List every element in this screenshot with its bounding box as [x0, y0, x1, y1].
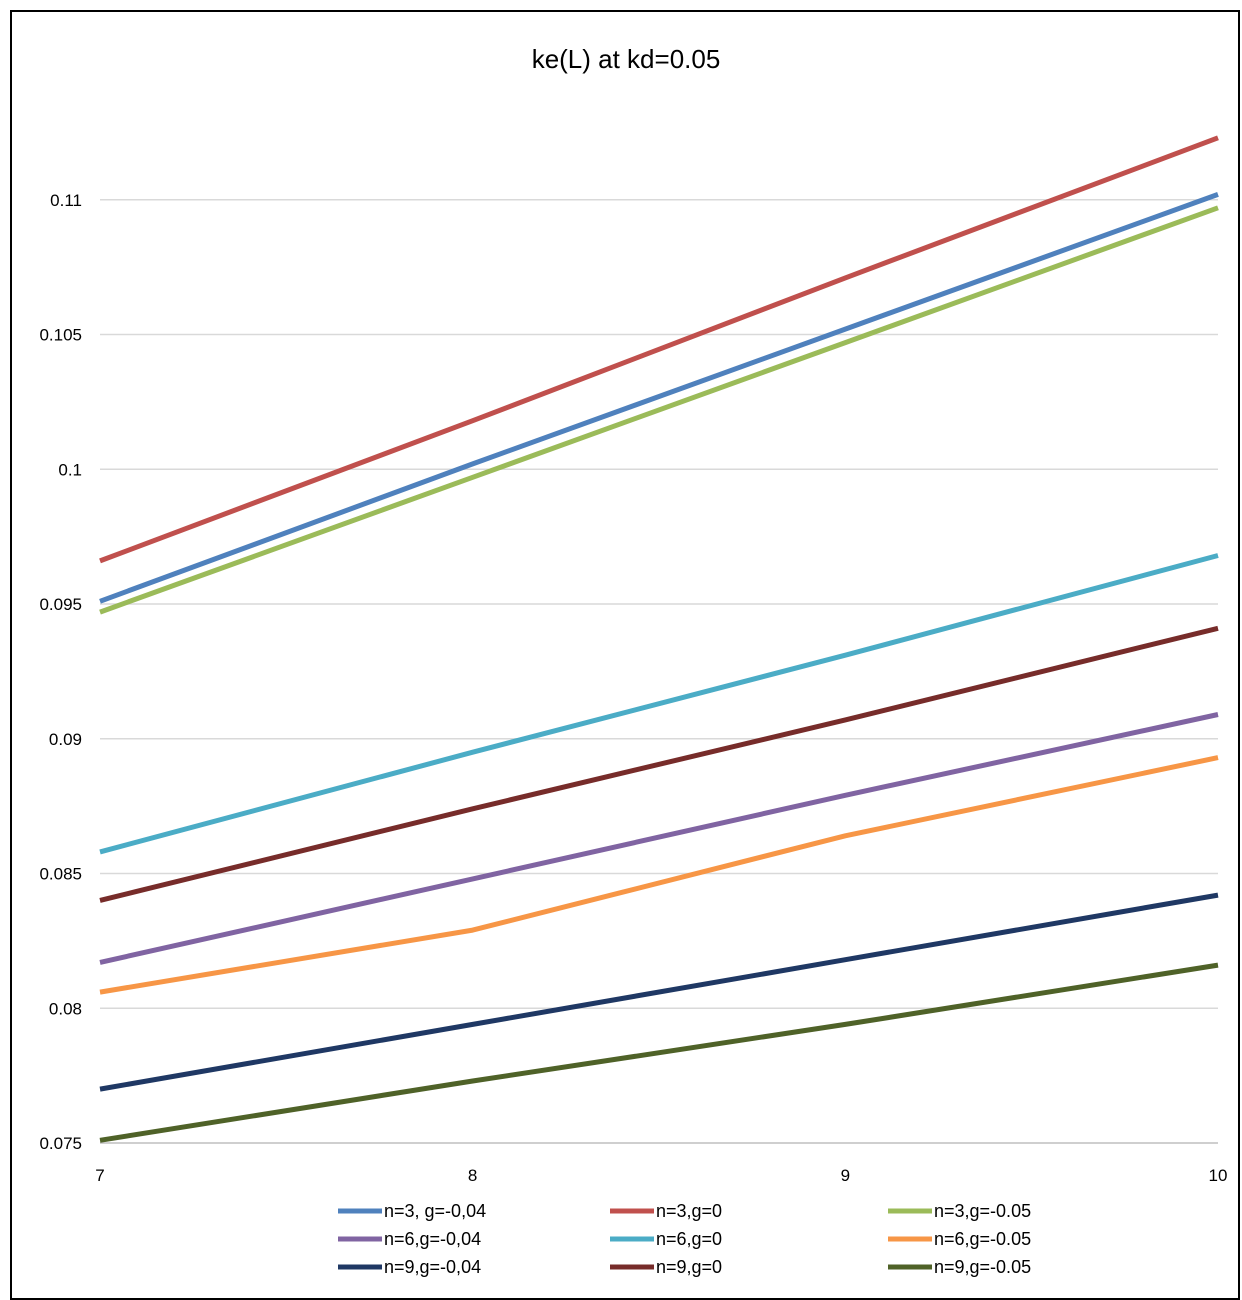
- series-line-7: [99, 892, 1219, 1092]
- legend-label: n=9,g=-0,04: [384, 1257, 481, 1277]
- legend-label: n=3, g=-0,04: [384, 1201, 486, 1221]
- x-tick-label: 9: [841, 1166, 850, 1185]
- chart-title: ke(L) at kd=0.05: [532, 44, 721, 74]
- series-line-4: [99, 712, 1219, 965]
- y-tick-label: 0.1: [58, 460, 82, 479]
- line-chart: ke(L) at kd=0.05 0.075 0.08 0.085 0.09 0.095…: [39, 44, 1227, 1277]
- series-line-3: [99, 205, 1219, 615]
- y-tick-label: 0.105: [39, 326, 82, 345]
- y-tick-label: 0.11: [50, 191, 82, 210]
- series-line-1: [99, 192, 1219, 604]
- legend-label: n=6,g=0: [656, 1229, 722, 1249]
- legend-label: n=3,g=0: [656, 1201, 722, 1221]
- y-tick-label: 0.09: [49, 730, 82, 749]
- series-line-9: [99, 962, 1219, 1143]
- y-tick-label: 0.075: [39, 1134, 82, 1153]
- x-tick-label: 7: [95, 1166, 104, 1185]
- legend: n=3, g=-0,04 n=3,g=0 n=3,g=-0.05 n=6,g=-0,0…: [338, 1201, 1031, 1277]
- legend-label: n=6,g=-0,04: [384, 1229, 481, 1249]
- x-tick-label: 8: [468, 1166, 477, 1185]
- legend-label: n=9,g=-0.05: [934, 1257, 1031, 1277]
- gridlines: [100, 199, 1218, 1009]
- chart-frame: ke(L) at kd=0.05 0.075 0.08 0.085 0.09 0.095…: [10, 10, 1240, 1300]
- legend-label: n=6,g=-0.05: [934, 1229, 1031, 1249]
- axes: 0.075 0.08 0.085 0.09 0.095 0.1 0.105 0.11 7 8 9 10: [39, 191, 1227, 1185]
- series-lines: [99, 135, 1219, 1143]
- y-tick-label: 0.095: [39, 595, 82, 614]
- series-line-8: [99, 625, 1219, 903]
- y-tick-label: 0.085: [39, 865, 82, 884]
- legend-label: n=3,g=-0.05: [934, 1201, 1031, 1221]
- series-line-2: [99, 135, 1219, 564]
- series-line-6: [99, 755, 1219, 995]
- legend-label: n=9,g=0: [656, 1257, 722, 1277]
- series-line-5: [99, 553, 1219, 855]
- x-tick-label: 10: [1209, 1166, 1228, 1185]
- y-tick-label: 0.08: [49, 999, 82, 1018]
